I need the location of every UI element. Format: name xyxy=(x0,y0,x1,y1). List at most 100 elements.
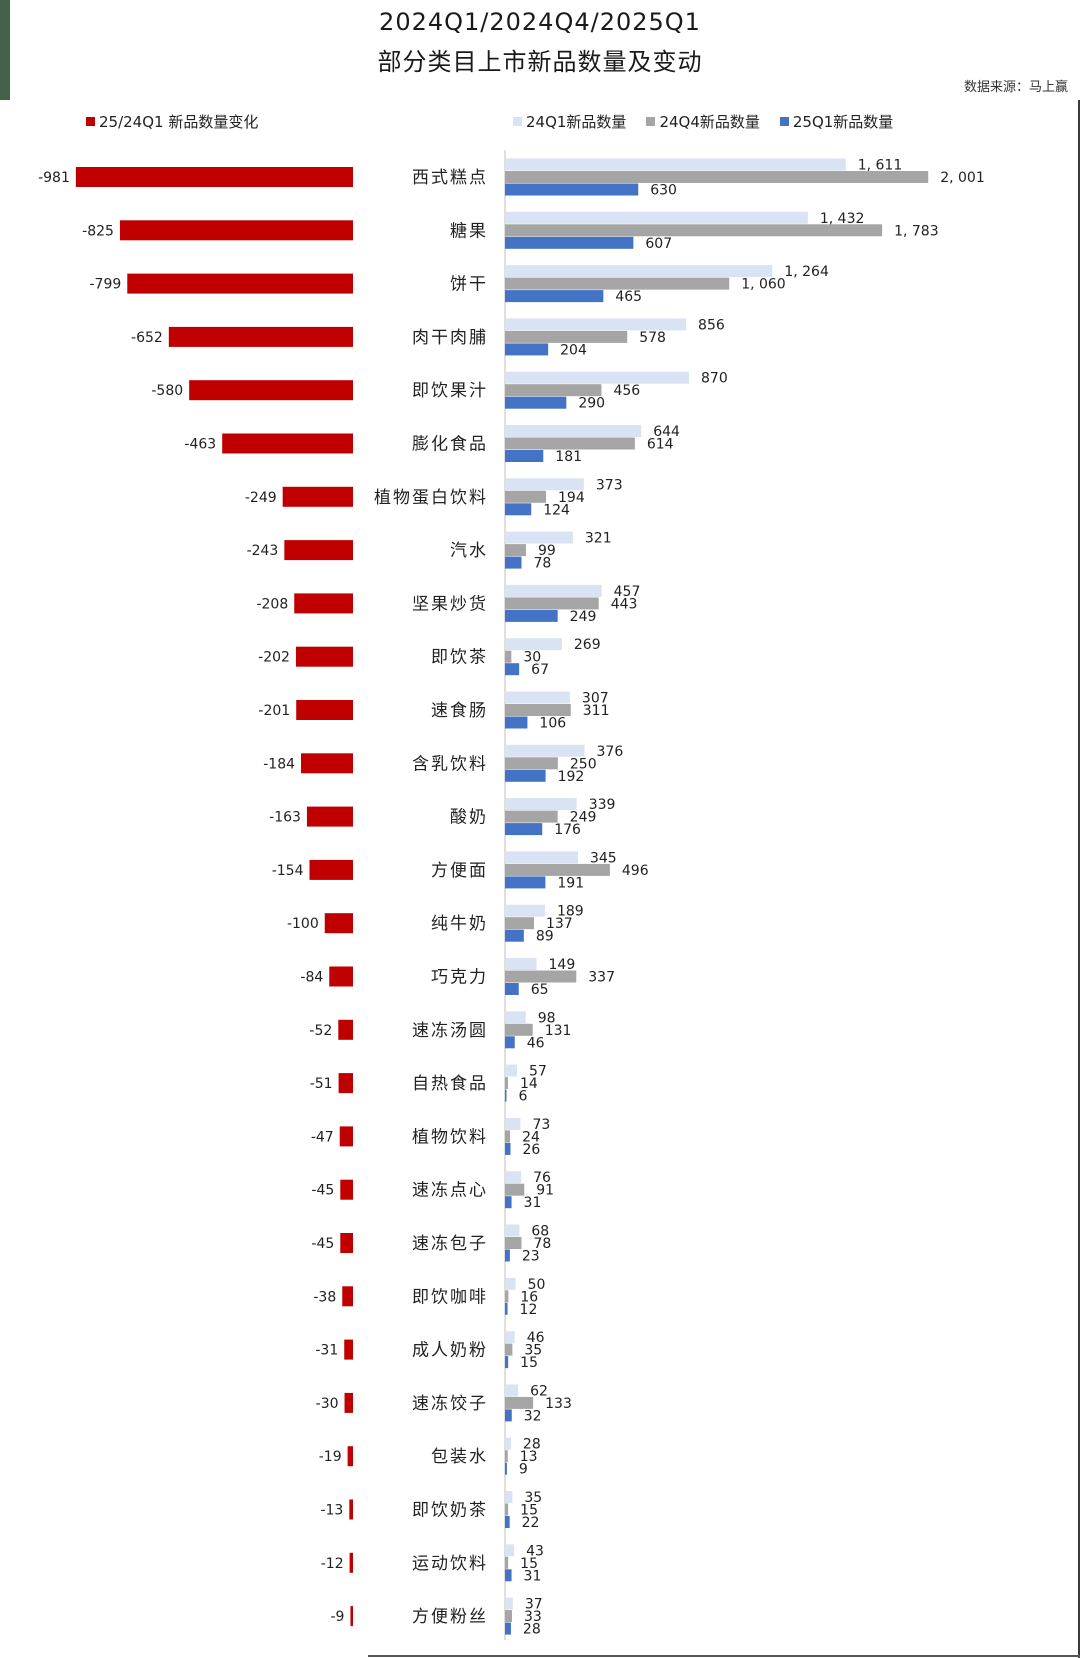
bar-24q1 xyxy=(505,1597,513,1610)
bar-24q1 xyxy=(505,1064,518,1077)
bar-24q4 xyxy=(505,1556,509,1569)
change-bar xyxy=(344,1339,353,1360)
bar-24q1 xyxy=(505,1331,515,1344)
bar-24q1 xyxy=(505,1011,526,1024)
data-label-25q1: 26 xyxy=(522,1142,540,1158)
data-label-25q1: 6 xyxy=(519,1089,528,1105)
bar-24q1 xyxy=(505,1277,516,1290)
change-data-label: -249 xyxy=(245,490,277,506)
change-bar xyxy=(340,1233,353,1253)
bar-24q1 xyxy=(505,211,808,224)
bar-25q1 xyxy=(505,929,524,942)
data-label-24q4: 614 xyxy=(647,437,674,453)
change-data-label: -38 xyxy=(313,1289,336,1305)
change-data-label: -45 xyxy=(311,1236,334,1252)
bar-24q1 xyxy=(505,318,687,331)
category-label: 西式糕点 xyxy=(412,168,488,188)
bar-25q1 xyxy=(505,1622,511,1635)
bar-24q1 xyxy=(505,478,584,491)
data-label-24q1: 376 xyxy=(597,744,624,760)
data-label-24q4: 30 xyxy=(523,650,541,666)
category-label: 速食肠 xyxy=(431,701,488,721)
data-label-24q1: 57 xyxy=(529,1064,547,1080)
change-bar xyxy=(347,1446,353,1467)
category-label: 肉干肉脯 xyxy=(412,328,488,348)
data-label-24q4: 311 xyxy=(583,703,610,719)
data-label-24q1: 35 xyxy=(524,1490,542,1506)
change-bar xyxy=(296,700,353,720)
bar-24q4 xyxy=(505,1023,533,1036)
bar-24q1 xyxy=(505,798,577,811)
data-label-24q4: 1, 783 xyxy=(894,223,939,239)
bar-24q4 xyxy=(505,437,635,450)
legend-item-24q4: 24Q4新品数量 xyxy=(646,111,760,132)
data-label-24q1: 62 xyxy=(530,1383,548,1399)
data-label-25q1: 89 xyxy=(536,929,554,945)
change-data-label: -13 xyxy=(320,1503,343,1519)
side-decor-band xyxy=(0,0,10,100)
data-label-25q1: 176 xyxy=(554,822,581,838)
bar-24q1 xyxy=(505,851,578,864)
bar-24q4 xyxy=(505,917,534,930)
bar-25q1 xyxy=(505,716,528,729)
category-label: 饼干 xyxy=(450,275,488,295)
data-label-25q1: 249 xyxy=(570,609,597,625)
bar-24q4 xyxy=(505,490,547,503)
data-label-25q1: 9 xyxy=(519,1462,528,1478)
change-data-label: -981 xyxy=(38,170,70,186)
data-label-24q1: 37 xyxy=(525,1597,543,1613)
data-label-25q1: 607 xyxy=(645,236,672,252)
data-label-25q1: 65 xyxy=(531,982,549,998)
bar-25q1 xyxy=(505,609,558,622)
change-bar xyxy=(340,1179,353,1200)
bar-24q4 xyxy=(505,704,571,716)
category-label: 膨化食品 xyxy=(412,435,488,455)
data-label-24q4: 78 xyxy=(533,1236,551,1252)
bar-24q1 xyxy=(505,371,690,384)
bar-25q1 xyxy=(505,876,546,889)
bar-24q1 xyxy=(505,1171,522,1184)
data-label-24q1: 1, 264 xyxy=(784,264,829,280)
data-label-25q1: 12 xyxy=(520,1302,538,1318)
data-label-25q1: 124 xyxy=(543,502,570,518)
category-label: 速冻点心 xyxy=(412,1181,488,1201)
bar-24q1 xyxy=(505,1224,520,1237)
data-label-24q4: 194 xyxy=(558,490,585,506)
bar-25q1 xyxy=(505,396,567,409)
data-label-25q1: 181 xyxy=(555,449,582,465)
legend-label-24q4: 24Q4新品数量 xyxy=(659,113,760,131)
change-data-label: -208 xyxy=(256,596,288,612)
legend-change: 25/24Q1 新品数量变化 xyxy=(86,111,258,132)
data-label-24q1: 457 xyxy=(614,584,641,600)
data-label-25q1: 31 xyxy=(524,1568,542,1584)
change-data-label: -52 xyxy=(309,1023,332,1039)
data-label-24q4: 443 xyxy=(611,596,638,612)
bar-24q1 xyxy=(505,265,773,278)
chart-title-line2: 部分类目上市新品数量及变动 xyxy=(377,48,703,76)
legend-item-25q1: 25Q1新品数量 xyxy=(779,111,893,132)
bar-25q1 xyxy=(505,983,519,995)
data-label-24q4: 16 xyxy=(520,1289,538,1305)
bar-24q1 xyxy=(505,958,537,970)
bar-24q4 xyxy=(505,544,526,557)
data-label-25q1: 32 xyxy=(524,1408,542,1424)
data-label-24q1: 43 xyxy=(526,1543,544,1559)
change-data-label: -580 xyxy=(151,383,183,399)
bar-25q1 xyxy=(505,1516,510,1528)
data-label-24q4: 15 xyxy=(520,1556,538,1572)
data-label-24q1: 269 xyxy=(574,637,601,653)
change-data-label: -154 xyxy=(272,863,304,879)
change-bar xyxy=(306,806,353,827)
bar-24q4 xyxy=(505,757,558,770)
data-label-24q4: 578 xyxy=(639,330,666,346)
category-label: 巧克力 xyxy=(431,968,488,988)
change-data-label: -12 xyxy=(321,1556,344,1572)
change-data-label: -84 xyxy=(300,970,323,986)
legend-swatch-change xyxy=(86,117,95,126)
category-label: 酸奶 xyxy=(450,808,488,828)
bar-24q1 xyxy=(505,584,602,597)
data-label-24q1: 68 xyxy=(531,1224,549,1240)
bar-24q4 xyxy=(505,1183,525,1196)
bar-24q4 xyxy=(505,970,577,983)
change-bar xyxy=(350,1606,353,1627)
